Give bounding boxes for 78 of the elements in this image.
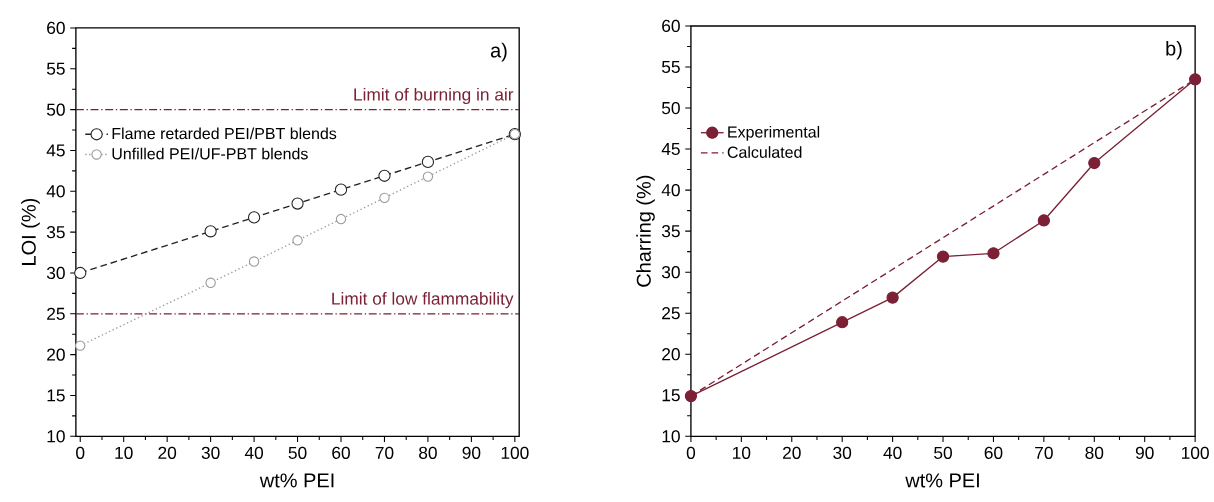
- y-tick-label: 55: [46, 62, 65, 75]
- point: [204, 225, 217, 238]
- point: [936, 250, 950, 263]
- y-tick-label: 15: [47, 389, 65, 402]
- y-tick-label: 40: [661, 183, 680, 197]
- annotation: a): [490, 42, 507, 62]
- x-tick-label: 10: [733, 446, 751, 459]
- legend-label: Unfilled PEI/UF-PBT blends: [112, 147, 308, 160]
- legend-label: Flame retarded PEI/PBT blends: [112, 127, 337, 140]
- y-tick-label: 20: [47, 348, 65, 361]
- y-tick-label: 30: [46, 266, 65, 279]
- point: [334, 183, 348, 196]
- point: [1189, 73, 1202, 86]
- point: [379, 192, 390, 203]
- x-tick-label: 60: [332, 446, 350, 459]
- point: [74, 266, 87, 279]
- y-tick-label: 45: [661, 142, 680, 156]
- ref-line-label: Limit of burning in air: [354, 87, 514, 104]
- point: [421, 155, 435, 168]
- x-tick-label: 30: [201, 446, 220, 459]
- x-tick-label: 0: [686, 446, 696, 459]
- y-tick-label: 10: [662, 430, 680, 443]
- x-tick-label: 80: [419, 446, 437, 459]
- point: [684, 389, 698, 403]
- x-tick-label: 70: [1035, 446, 1053, 459]
- x-tick-label: 80: [1085, 446, 1104, 459]
- point: [248, 256, 260, 267]
- x-tick-label: 50: [934, 446, 952, 459]
- point: [886, 291, 899, 304]
- x-tick-label: 70: [375, 446, 394, 459]
- point: [75, 340, 86, 351]
- x-tick-label: 100: [501, 446, 529, 459]
- y-tick-label: 60: [47, 21, 65, 34]
- y-axis-title: LOI (%): [21, 198, 40, 265]
- y-tick-label: 30: [661, 265, 680, 279]
- y-tick-label: 45: [46, 144, 65, 157]
- x-tick-label: 20: [783, 446, 801, 459]
- y-axis-title: Charring (%): [636, 175, 655, 287]
- x-tick-label: 100: [1182, 446, 1209, 459]
- x-tick-label: 40: [244, 446, 264, 459]
- y-tick-label: 35: [661, 224, 680, 238]
- x-tick-label: 60: [984, 446, 1003, 459]
- x-tick-label: 30: [833, 446, 852, 459]
- point: [247, 211, 261, 224]
- point: [1088, 156, 1101, 170]
- y-tick-label: 15: [662, 389, 680, 402]
- y-tick-label: 35: [46, 225, 65, 239]
- point: [987, 247, 1000, 260]
- x-tick-label: 10: [115, 446, 133, 459]
- point: [335, 213, 347, 225]
- y-tick-label: 25: [47, 307, 65, 320]
- y-tick-label: 50: [661, 101, 680, 115]
- point: [205, 277, 216, 288]
- y-tick-label: 50: [46, 103, 65, 116]
- y-tick-label: 25: [662, 306, 680, 320]
- x-tick-label: 40: [883, 446, 902, 459]
- x-axis-title: wt% PEI: [259, 473, 334, 488]
- legend-label: Calculated: [727, 146, 802, 158]
- point: [836, 316, 849, 329]
- x-tick-label: 50: [288, 446, 307, 459]
- x-tick-label: 0: [76, 446, 85, 459]
- x-tick-label: 90: [1135, 446, 1154, 459]
- point: [292, 235, 303, 246]
- x-tick-label: 20: [158, 446, 177, 459]
- y-tick-label: 20: [662, 348, 680, 361]
- y-tick-label: 10: [47, 430, 65, 443]
- legend-label: Experimental: [728, 125, 820, 141]
- y-tick-label: 55: [661, 60, 680, 73]
- y-tick-label: 60: [662, 19, 680, 32]
- point: [422, 171, 434, 182]
- point: [1037, 214, 1050, 227]
- x-tick-label: 90: [462, 446, 481, 459]
- y-tick-label: 40: [46, 185, 65, 198]
- ref-line-label: Limit of low flammability: [332, 291, 514, 309]
- x-axis-title: wt% PEI: [905, 473, 979, 488]
- annotation: b): [1166, 40, 1182, 60]
- point: [378, 169, 391, 182]
- point: [291, 197, 304, 210]
